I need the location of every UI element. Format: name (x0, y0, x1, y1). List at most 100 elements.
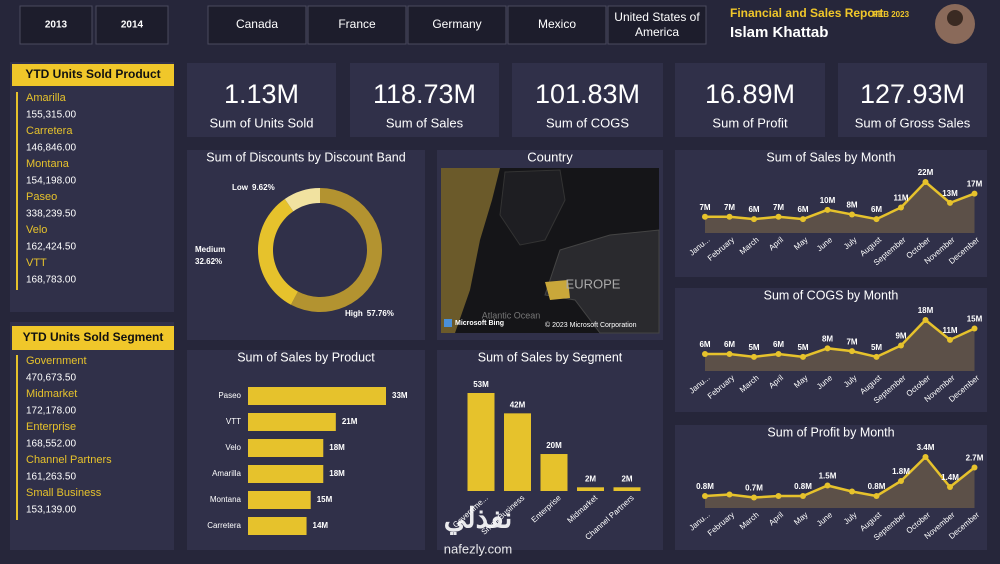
point (849, 211, 855, 218)
value-label: 2.7M (966, 454, 984, 463)
point (775, 213, 782, 220)
point (751, 216, 757, 223)
value-label: 18M (918, 306, 934, 315)
watermark-site: nafezly.com (444, 541, 512, 556)
line (705, 318, 976, 359)
slice-label: Low 9.62% (232, 183, 275, 192)
bar (248, 439, 324, 457)
list-title-box (12, 326, 174, 350)
value-label: 20M (546, 441, 562, 450)
point (922, 317, 929, 323)
list-item-name: Government (26, 355, 87, 367)
point (800, 216, 806, 223)
point (824, 206, 831, 213)
value-label: 8M (846, 201, 857, 210)
value-label: 2M (621, 474, 632, 483)
map-region: EUROPE (566, 276, 621, 291)
point (849, 348, 855, 355)
point (849, 488, 855, 495)
list-item-name: Montana (26, 158, 70, 170)
list-item-name: Midmarket (26, 388, 77, 400)
point (898, 204, 904, 211)
bar (467, 393, 495, 491)
country-filter: United States of America (614, 10, 700, 39)
filter-button[interactable] (207, 5, 307, 45)
report-date: FEB 2023 (873, 10, 910, 19)
donut-slice (284, 188, 320, 212)
year-filter: 2013 (45, 20, 68, 31)
line (704, 455, 976, 499)
value-label: 14M (313, 521, 329, 530)
value-label: 15M (967, 315, 983, 324)
point (702, 493, 708, 499)
filter-button[interactable] (607, 5, 707, 45)
point (971, 464, 978, 471)
kpi-label: Sum of COGS (546, 115, 629, 130)
bar (248, 465, 324, 483)
kpi-value: 118.73M (373, 79, 476, 109)
list-item-value: 168,783.00 (26, 275, 76, 286)
list-title: YTD Units Sold Product (25, 67, 160, 81)
list-item-value: 470,673.50 (26, 373, 76, 384)
value-label: 6M (871, 205, 882, 214)
point (873, 353, 880, 360)
y-tick-label: Amarilla (212, 469, 241, 478)
y-tick-label: VTT (226, 417, 241, 426)
area (705, 320, 975, 371)
list-item-name: Amarilla (26, 92, 67, 104)
value-label: 53M (473, 380, 489, 389)
list-item-value: 168,552.00 (26, 439, 76, 450)
value-label: 8M (822, 334, 833, 343)
area (705, 457, 975, 508)
value-label: 5M (871, 343, 882, 352)
point (947, 336, 953, 343)
map-provider: Microsoft Bing (455, 320, 504, 327)
point (751, 494, 757, 501)
list-title-box (12, 64, 174, 86)
filter-button[interactable] (307, 5, 407, 45)
point (971, 190, 978, 197)
kpi-value: 127.93M (860, 79, 965, 109)
donut-slice (290, 188, 382, 312)
value-label: 3.4M (917, 443, 935, 452)
value-label: 15M (317, 495, 333, 504)
filter-button[interactable] (95, 5, 169, 45)
point (971, 325, 978, 332)
filter-button[interactable] (19, 5, 93, 45)
author-name: Islam Khattab (730, 24, 828, 41)
value-label: 42M (510, 400, 526, 409)
slice-category: Low (232, 183, 249, 192)
kpi-value: 1.13M (224, 79, 299, 109)
point (947, 199, 953, 206)
report-title: Financial and Sales Report (730, 6, 883, 20)
point (702, 351, 708, 357)
map-title: Country (527, 149, 573, 164)
value-label: 5M (748, 343, 759, 352)
value-label: 33M (392, 391, 408, 400)
point (751, 353, 757, 360)
panel (10, 62, 174, 312)
value-label: 18M (329, 469, 345, 478)
filter-button[interactable] (507, 5, 607, 45)
year-filter: 2014 (121, 20, 144, 31)
value-label: 10M (820, 196, 836, 205)
slice-value: 32.62% (195, 257, 222, 266)
chart-title: Sum of Sales by Product (237, 350, 375, 364)
list-title: YTD Units Sold Segment (23, 330, 164, 344)
kpi-card (675, 63, 825, 137)
value-label: 6M (699, 340, 710, 349)
chart-title: Sum of COGS by Month (764, 288, 899, 302)
map-copyright: © 2023 Microsoft Corporation (545, 321, 637, 329)
list-item-value: 153,139.00 (26, 505, 76, 516)
list-item-name: VTT (26, 257, 47, 269)
slice-value: 57.76% (367, 309, 394, 318)
list-item-name: Paseo (26, 191, 57, 203)
value-label: 18M (329, 443, 345, 452)
point (800, 353, 806, 360)
filter-button[interactable] (407, 5, 507, 45)
area (705, 182, 975, 233)
value-label: 0.8M (696, 482, 714, 491)
map-ocean: Atlantic Ocean (482, 310, 541, 320)
point (947, 484, 953, 490)
